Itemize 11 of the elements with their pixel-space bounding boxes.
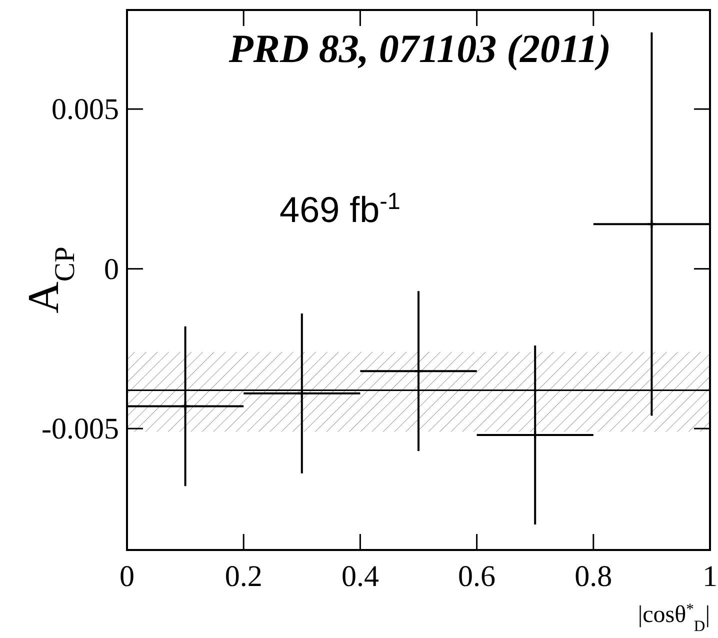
x-axis-title: |cosθ$^{*}$$_{D}$| [638,600,710,634]
x-tick-label: 0.6 [458,560,496,593]
x-tick-label: 0.2 [224,560,262,593]
x-tick-label: 0.4 [341,560,379,593]
x-tick-label: 1 [702,560,718,593]
annotation: PRD 83, 071103 (2011) [228,26,612,71]
y-tick-label: -0.005 [42,412,119,446]
y-tick-label: 0.005 [52,93,119,126]
y-tick-label: 0 [104,252,119,286]
x-tick-label: 0.8 [574,560,612,593]
annotation: 469 fb$^{-1}$ [280,188,400,230]
